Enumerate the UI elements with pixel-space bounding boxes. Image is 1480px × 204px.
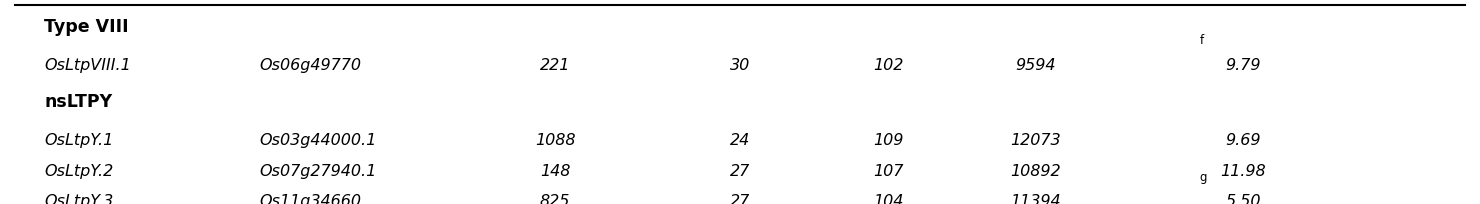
Text: Os11g34660: Os11g34660 — [259, 194, 361, 204]
Text: Os06g49770: Os06g49770 — [259, 58, 361, 73]
Text: Os07g27940.1: Os07g27940.1 — [259, 164, 376, 179]
Text: 9.79: 9.79 — [1225, 58, 1261, 73]
Text: 1088: 1088 — [534, 133, 576, 148]
Text: 11394: 11394 — [1011, 194, 1061, 204]
Text: 30: 30 — [730, 58, 750, 73]
Text: 10892: 10892 — [1011, 164, 1061, 179]
Text: 11.98: 11.98 — [1221, 164, 1265, 179]
Text: 102: 102 — [873, 58, 903, 73]
Text: f: f — [1200, 34, 1203, 47]
Text: 27: 27 — [730, 194, 750, 204]
Text: 24: 24 — [730, 133, 750, 148]
Text: 148: 148 — [540, 164, 570, 179]
Text: OsLtpY.1: OsLtpY.1 — [44, 133, 114, 148]
Text: 221: 221 — [540, 58, 570, 73]
Text: 825: 825 — [540, 194, 570, 204]
Text: 109: 109 — [873, 133, 903, 148]
Text: OsLtpVIII.1: OsLtpVIII.1 — [44, 58, 132, 73]
Text: OsLtpY.2: OsLtpY.2 — [44, 164, 114, 179]
Text: Type VIII: Type VIII — [44, 18, 129, 35]
Text: 107: 107 — [873, 164, 903, 179]
Text: Os03g44000.1: Os03g44000.1 — [259, 133, 376, 148]
Text: OsLtpY.3: OsLtpY.3 — [44, 194, 114, 204]
Text: 12073: 12073 — [1011, 133, 1061, 148]
Text: 5.50: 5.50 — [1225, 194, 1261, 204]
Text: 9.69: 9.69 — [1225, 133, 1261, 148]
Text: 27: 27 — [730, 164, 750, 179]
Text: g: g — [1200, 171, 1208, 184]
Text: 104: 104 — [873, 194, 903, 204]
Text: nsLTPY: nsLTPY — [44, 93, 112, 111]
Text: 9594: 9594 — [1015, 58, 1057, 73]
